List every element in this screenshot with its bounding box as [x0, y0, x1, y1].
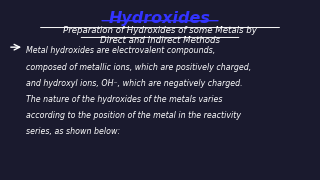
Text: The nature of the hydroxides of the metals varies: The nature of the hydroxides of the meta…	[26, 95, 222, 104]
Text: Preparation of Hydroxides of some Metals by: Preparation of Hydroxides of some Metals…	[63, 26, 257, 35]
Text: Hydroxides: Hydroxides	[109, 11, 211, 26]
Text: composed of metallic ions, which are positively charged,: composed of metallic ions, which are pos…	[26, 63, 251, 72]
Text: and hydroxyl ions, OH⁻, which are negatively charged.: and hydroxyl ions, OH⁻, which are negati…	[26, 79, 242, 88]
Text: according to the position of the metal in the reactivity: according to the position of the metal i…	[26, 111, 241, 120]
Text: Direct and Indirect Methods: Direct and Indirect Methods	[100, 36, 220, 45]
Text: series, as shown below:: series, as shown below:	[26, 127, 120, 136]
Text: Metal hydroxides are electrovalent compounds,: Metal hydroxides are electrovalent compo…	[26, 46, 215, 55]
